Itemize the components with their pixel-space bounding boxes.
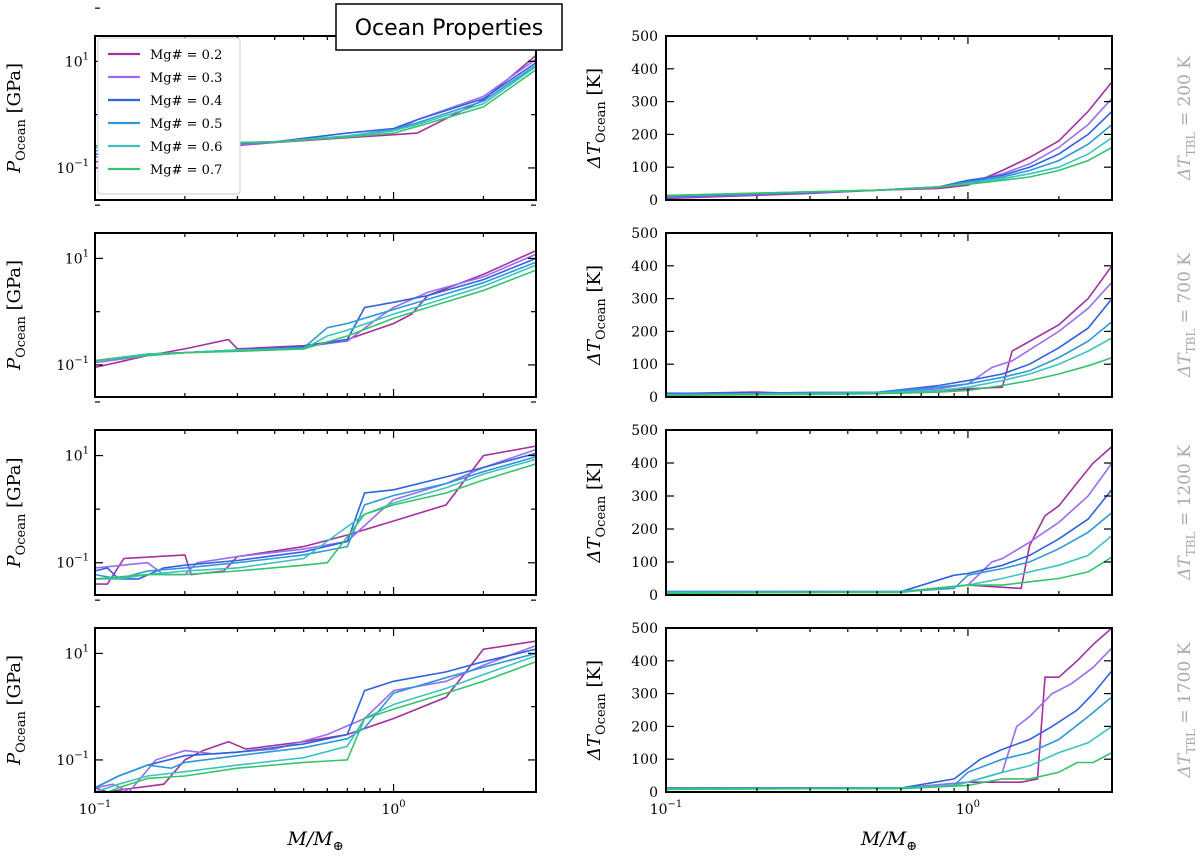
temperature-panel-3-ytick-label-2: 200 — [631, 719, 658, 735]
pressure-panel-3-series-mg-0-2 — [95, 640, 536, 792]
pressure-panel-3-series-mg-0-6 — [95, 655, 536, 792]
temperature-panel-0-frame — [665, 35, 1113, 201]
temperature-panel-3-ytick-label-1: 100 — [631, 752, 658, 768]
pressure-panel-3-ytick-label-1: 101 — [65, 643, 89, 662]
temperature-panel-1-ytick-label-5: 500 — [631, 226, 658, 242]
pressure-panel-3-series-mg-0-7 — [105, 660, 536, 792]
figure-title: Ocean Properties — [355, 16, 544, 41]
pressure-panel-2-ytick-label-0: 10−1 — [56, 553, 89, 572]
temperature-panel-1-series-mg-0-2 — [666, 265, 1112, 395]
temperature-panel-1-frame — [665, 232, 1113, 398]
pressure-panel-3-series-mg-0-5 — [95, 652, 536, 789]
temperature-panel-3-ytick-label-4: 400 — [631, 654, 658, 670]
row-label-3: ΔTTBL = 1700 K — [1175, 642, 1198, 778]
temperature-panel-0-ytick-label-5: 500 — [631, 29, 658, 45]
pressure-panel-0-ytick-label-1: 101 — [65, 51, 89, 70]
pressure-panel-3-xtick-label-0: 10−1 — [79, 799, 112, 818]
legend-label-mg-0-2: Mg# = 0.2 — [150, 48, 222, 63]
legend-label-mg-0-6: Mg# = 0.6 — [150, 140, 222, 155]
temperature-panel-2-series-mg-0-4 — [666, 488, 1112, 593]
temperature-panel-0-ytick-label-3: 300 — [631, 95, 658, 111]
temperature-panel-3-ytick-label-0: 0 — [649, 785, 658, 801]
temperature-panel-2-series-mg-0-2 — [666, 445, 1112, 593]
temperature-panel-0-series-mg-0-2 — [666, 81, 1112, 200]
temperature-panel-3-series-mg-0-4 — [666, 670, 1112, 789]
temperature-panel-3-ylabel: ΔTOcean [K] — [584, 660, 609, 761]
temperature-panel-3-xtick-label-0: 10−1 — [650, 799, 683, 818]
pressure-panel-2-ytick-label-1: 101 — [65, 446, 89, 465]
temperature-panel-2-ylabel: ΔTOcean [K] — [584, 463, 609, 564]
temperature-panel-2-ytick-label-2: 200 — [631, 522, 658, 538]
pressure-panel-3-ytick-label-0: 10−1 — [56, 750, 89, 769]
temperature-panel-0-ytick-label-4: 400 — [631, 62, 658, 78]
row-label-1: ΔTTBL = 700 K — [1175, 253, 1198, 378]
temperature-panel-3-series-mg-0-3 — [666, 647, 1112, 789]
pressure-panel-1-frame — [94, 232, 537, 398]
row-label-0: ΔTTBL = 200 K — [1175, 56, 1198, 181]
pressure-panel-0-ylabel: POcean [GPa] — [4, 63, 29, 174]
pressure-panel-2-series-mg-0-4 — [95, 452, 536, 580]
temperature-panel-1-ytick-label-0: 0 — [649, 390, 658, 406]
pressure-panel-1-series-mg-0-2 — [95, 249, 536, 369]
temperature-panel-1-ytick-label-2: 200 — [631, 324, 658, 340]
pressure-panel-3-ylabel: POcean [GPa] — [4, 655, 29, 766]
temperature-panel-0-series-mg-0-6 — [666, 137, 1112, 197]
temperature-panel-2-ytick-label-3: 300 — [631, 489, 658, 505]
temperature-panel-3-series-mg-0-6 — [666, 725, 1112, 790]
temperature-panel-2-frame — [665, 429, 1113, 596]
title-box — [335, 3, 563, 51]
pressure-panel-1-ylabel: POcean [GPa] — [4, 260, 29, 371]
temperature-panel-3-xtick-label-1: 100 — [956, 799, 980, 818]
temperature-panel-2-ytick-label-0: 0 — [649, 588, 658, 604]
pressure-panel-2-series-mg-0-5 — [95, 456, 536, 580]
temperature-panel-2-series-mg-0-7 — [666, 556, 1112, 595]
legend-label-mg-0-5: Mg# = 0.5 — [150, 117, 222, 132]
pressure-panel-2-frame — [94, 429, 537, 596]
temperature-panel-3-ytick-label-3: 300 — [631, 687, 658, 703]
temperature-panel-2-ytick-label-4: 400 — [631, 456, 658, 472]
temperature-panel-1-ylabel: ΔTOcean [K] — [584, 265, 609, 366]
temperature-panel-1-series-mg-0-4 — [666, 298, 1112, 395]
temperature-panel-2-series-mg-0-3 — [666, 462, 1112, 593]
temperature-panel-0-series-mg-0-7 — [666, 146, 1112, 197]
labels-layer: 10−1 101 POcean [GPa] 0 100 200 300 400 500 ΔTOce… — [4, 29, 1198, 854]
legend-label-mg-0-4: Mg# = 0.4 — [150, 94, 222, 109]
temperature-panel-2-ytick-label-1: 100 — [631, 555, 658, 571]
temperature-panel-1-ytick-label-3: 300 — [631, 292, 658, 308]
temperature-panel-1-ytick-label-1: 100 — [631, 357, 658, 373]
pressure-panel-1-series-mg-0-3 — [95, 253, 536, 364]
pressure-panel-2-series-mg-0-7 — [95, 463, 536, 580]
temperature-panel-1-ytick-label-4: 400 — [631, 259, 658, 275]
temperature-panel-2-ytick-label-5: 500 — [631, 423, 658, 439]
pressure-panel-1-ytick-label-1: 101 — [65, 248, 89, 267]
pressure-panel-1-ytick-label-0: 10−1 — [56, 355, 89, 374]
temperature-panel-0-series-mg-0-4 — [666, 110, 1112, 198]
x-axis-label-right: M/M⊕ — [860, 828, 917, 854]
temperature-panel-0-ytick-label-0: 0 — [649, 193, 658, 209]
temperature-panel-3-series-mg-0-2 — [666, 628, 1112, 789]
pressure-panel-3-frame — [94, 627, 537, 793]
pressure-panel-2-series-mg-0-6 — [95, 458, 536, 580]
x-axis-label-left: M/M⊕ — [286, 828, 343, 854]
temperature-panel-3-frame — [665, 627, 1113, 793]
pressure-panel-0-frame — [94, 35, 537, 201]
temperature-panel-2-series-mg-0-6 — [666, 534, 1112, 594]
pressure-panel-0-ytick-label-0: 10−1 — [56, 158, 89, 177]
temperature-panel-0-ytick-label-2: 200 — [631, 127, 658, 143]
figure-title-group: Ocean Properties — [335, 3, 563, 51]
pressure-panel-1-series-mg-0-7 — [95, 269, 536, 362]
row-label-2: ΔTTBL = 1200 K — [1175, 445, 1198, 581]
temperature-panel-3-series-mg-0-7 — [666, 751, 1112, 791]
temperature-panel-1-series-mg-0-6 — [666, 337, 1112, 396]
temperature-panel-0-ytick-label-1: 100 — [631, 160, 658, 176]
temperature-panel-3-ytick-label-5: 500 — [631, 621, 658, 637]
legend: Mg# = 0.2 Mg# = 0.3 Mg# = 0.4 Mg# = 0.5 Mg# … — [97, 37, 241, 195]
pressure-panel-3-xtick-label-1: 100 — [381, 799, 405, 818]
temperature-panel-0-ylabel: ΔTOcean [K] — [584, 68, 609, 169]
legend-label-mg-0-7: Mg# = 0.7 — [150, 163, 222, 178]
legend-label-mg-0-3: Mg# = 0.3 — [150, 71, 222, 86]
pressure-panel-2-ylabel: POcean [GPa] — [4, 457, 29, 568]
pressure-panel-3-series-mg-0-3 — [95, 644, 536, 792]
